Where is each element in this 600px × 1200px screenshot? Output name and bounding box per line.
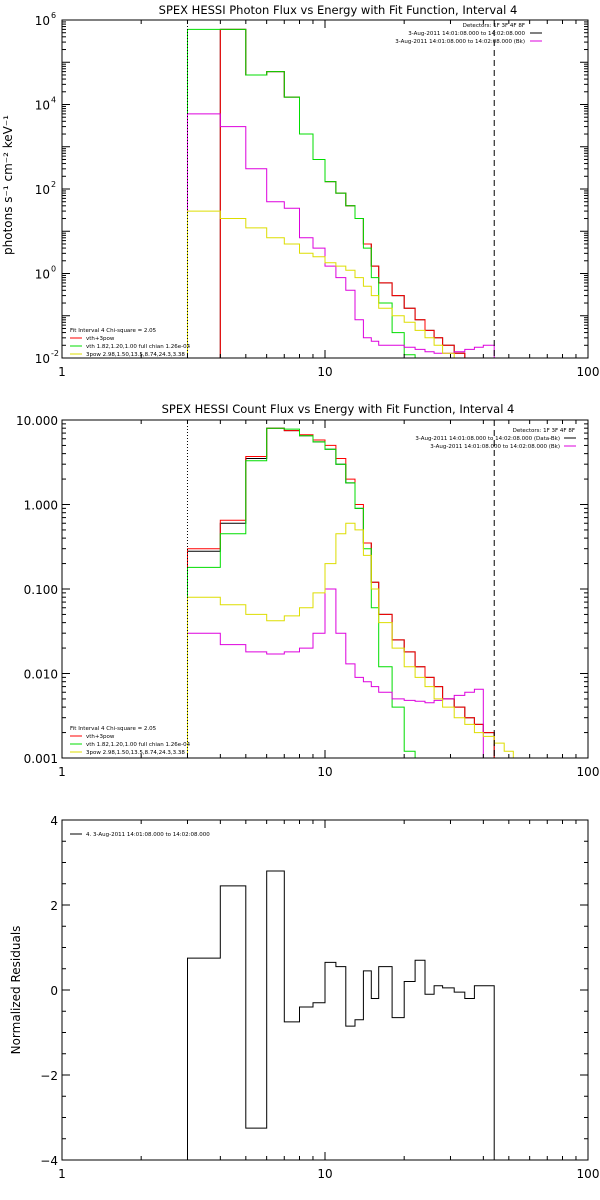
series-line-3 — [187, 588, 484, 758]
y-tick-label: 0.001 — [24, 752, 58, 766]
series-line-0 — [187, 427, 495, 758]
series-line-2 — [187, 427, 416, 758]
residuals-ylabel: Normalized Residuals — [9, 926, 23, 1055]
plot-area — [187, 870, 495, 1160]
legend-total: vth+3pow — [86, 734, 115, 740]
legend-vth: vth 1.82,1.20,1.00 full chian 1.26e-04 — [86, 742, 191, 748]
y-tick-label: 10 — [35, 14, 50, 28]
series-line-4 — [187, 210, 514, 358]
y-tick-label: 10 — [35, 99, 50, 113]
y-tick-label: 1.000 — [24, 499, 58, 513]
y-tick-label: 0 — [50, 984, 58, 998]
y-tick-exponent: 4 — [51, 96, 56, 105]
plot-area — [187, 28, 514, 358]
time-interval-label: 3-Aug-2011 14:01:08.000 to 14:02:08.000 — [408, 31, 525, 37]
x-tick-label: 100 — [577, 1167, 600, 1181]
x-tick-label: 10 — [317, 1167, 332, 1181]
series-line-1 — [187, 427, 495, 758]
y-tick-label: 0.100 — [24, 583, 58, 597]
legend-total: vth+3pow — [86, 336, 115, 342]
series-line-3 — [187, 113, 495, 358]
count-flux-panel: SPEX HESSI Count Flux vs Energy with Fit… — [16, 402, 599, 779]
x-tick-label: 1 — [58, 1167, 66, 1181]
residuals-panel: Normalized Residuals 4. 3-Aug-2011 14:01… — [9, 814, 599, 1181]
series-line-2 — [187, 28, 435, 358]
x-tick-label: 1 — [58, 365, 66, 379]
series-line-1 — [219, 28, 495, 358]
time-interval-label: 3-Aug-2011 14:01:08.000 to 14:02:08.000 … — [415, 436, 560, 442]
plot-area — [187, 427, 522, 758]
count-flux-legend: Fit Interval 4 Chi-square = 2.05 vth+3po… — [70, 726, 191, 756]
photon-flux-header: Detectors: 1F 3F 4F 8F 3-Aug-2011 14:01:… — [395, 23, 525, 45]
plot-frame — [61, 19, 589, 359]
background-interval-label: 3-Aug-2011 14:01:08.000 to 14:02:08.000 … — [430, 444, 560, 450]
series-line-4 — [187, 522, 522, 758]
y-tick-label: 2 — [50, 899, 58, 913]
y-tick-label: −2 — [40, 1069, 58, 1083]
y-tick-label: 10 — [35, 352, 50, 366]
legend-3pow: 3pow 2.98,1.50,13.5,8.74,24.3,3.38 — [86, 750, 185, 756]
x-tick-label: 10 — [317, 365, 332, 379]
count-flux-header: Detectors: 1F 3F 4F 8F 3-Aug-2011 14:01:… — [415, 428, 575, 450]
photon-flux-legend: Fit Interval 4 Chi-square = 2.05 vth+3po… — [70, 328, 191, 358]
series-line-0 — [187, 870, 495, 1160]
y-tick-label: 10 — [35, 268, 50, 282]
legend-fit-interval: Fit Interval 4 Chi-square = 2.05 — [70, 726, 157, 732]
photon-flux-panel: SPEX HESSI Photon Flux vs Energy with Fi… — [1, 3, 599, 379]
y-tick-exponent: 6 — [51, 11, 56, 20]
photon-flux-ylabel: photons s⁻¹ cm⁻² keV⁻¹ — [1, 115, 15, 255]
y-tick-exponent: -2 — [51, 349, 59, 358]
series-line-0 — [219, 28, 495, 358]
x-tick-label: 100 — [577, 365, 600, 379]
y-tick-exponent: 0 — [51, 265, 56, 274]
y-tick-label: 10.000 — [16, 414, 58, 428]
legend-3pow: 3pow 2.98,1.50,13.5,8.74,24.3,3.38 — [86, 352, 185, 358]
legend-vth: vth 1.82,1.20,1.00 full chian 1.26e-04 — [86, 344, 191, 350]
x-tick-label: 10 — [317, 765, 332, 779]
photon-flux-title: SPEX HESSI Photon Flux vs Energy with Fi… — [159, 3, 518, 17]
y-tick-label: 0.010 — [24, 668, 58, 682]
x-tick-label: 100 — [577, 765, 600, 779]
x-tick-label: 1 — [58, 765, 66, 779]
count-flux-title: SPEX HESSI Count Flux vs Energy with Fit… — [162, 402, 515, 416]
residuals-legend-label: 4. 3-Aug-2011 14:01:08.000 to 14:02:08.0… — [86, 832, 210, 838]
y-tick-label: 10 — [35, 183, 50, 197]
y-tick-label: 4 — [50, 814, 58, 828]
y-tick-exponent: 2 — [51, 180, 56, 189]
y-tick-label: −4 — [40, 1154, 58, 1168]
background-interval-label: 3-Aug-2011 14:01:08.000 to 14:02:08.000 … — [395, 39, 525, 45]
legend-fit-interval: Fit Interval 4 Chi-square = 2.05 — [70, 328, 157, 334]
detectors-label: Detectors: 1F 3F 4F 8F — [513, 428, 575, 434]
